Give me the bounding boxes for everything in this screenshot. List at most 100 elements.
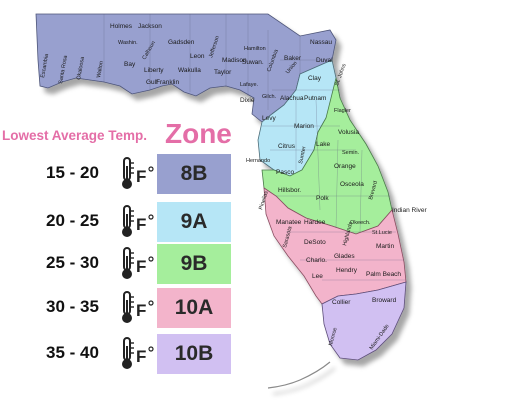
- county-label: Hardee: [304, 219, 326, 226]
- county-label: Holmes: [110, 23, 133, 30]
- thermometer-fahrenheit-icon: F: [118, 290, 158, 326]
- county-borders: [103, 14, 406, 281]
- county-label: Martin: [376, 243, 394, 250]
- county-label: Hillsbor.: [278, 187, 301, 194]
- zone-swatch: 10A: [157, 288, 231, 328]
- county-label: Glades: [334, 253, 355, 260]
- county-label: Volusia: [338, 129, 359, 136]
- legend-row: 15 - 20 F 8B: [0, 154, 240, 194]
- florida-keys: [267, 361, 331, 389]
- legend-header: Lowest Average Temp. Zone: [0, 118, 250, 152]
- county-label: Walton: [96, 61, 105, 79]
- svg-text:F: F: [136, 215, 146, 234]
- zone-label: 10A: [174, 296, 214, 319]
- temperature-range: 20 - 25: [46, 211, 99, 230]
- county-label: Columbia: [266, 48, 280, 73]
- svg-text:F: F: [136, 167, 146, 186]
- zone-swatch: 10B: [157, 334, 231, 374]
- zone-label: 9A: [180, 210, 208, 233]
- county-label: Wakulla: [178, 67, 201, 74]
- legend-row: 30 - 35 F 10A: [0, 288, 240, 328]
- thermometer-fahrenheit-icon: F: [118, 246, 158, 282]
- legend-row: 35 - 40 F 10B: [0, 334, 240, 374]
- county-label: Hendry: [336, 267, 358, 274]
- county-label: Hernando: [246, 158, 270, 164]
- county-label: Gadsden: [168, 39, 195, 46]
- county-label: Jefferson: [208, 35, 221, 58]
- county-label: Liberty: [144, 67, 164, 74]
- zone-label: 10B: [174, 342, 214, 365]
- county-label: Broward: [372, 297, 397, 304]
- county-label: Santa Rosa: [58, 54, 69, 84]
- svg-text:F: F: [136, 347, 146, 366]
- county-label: Escambia: [40, 53, 50, 79]
- county-label: Brevard: [368, 180, 379, 200]
- svg-text:F: F: [136, 301, 146, 320]
- county-label: Putnam: [304, 95, 326, 102]
- legend-subtitle: Lowest Average Temp.: [2, 128, 148, 143]
- county-label: Lafaye.: [240, 82, 259, 88]
- county-label: Osceola: [340, 181, 364, 188]
- county-label: Indian River: [392, 207, 428, 214]
- county-label: Pinellas: [258, 190, 270, 210]
- county-label: Semin.: [342, 150, 360, 156]
- county-label: Madison: [222, 57, 247, 64]
- county-label: Baker: [284, 55, 302, 62]
- county-label: Clay: [308, 75, 322, 82]
- thermometer-fahrenheit-icon: F: [118, 204, 158, 240]
- county-label: Polk: [316, 195, 329, 202]
- county-label: Hamilton: [244, 46, 266, 52]
- county-label: Jackson: [138, 23, 162, 30]
- legend-row: 20 - 25 F 9A: [0, 202, 240, 242]
- thermometer-fahrenheit-icon: F: [118, 336, 158, 372]
- county-label: Dixie: [240, 97, 255, 104]
- county-label: Marion: [294, 123, 314, 130]
- county-label: Suwan.: [242, 59, 264, 66]
- svg-text:F: F: [136, 257, 146, 276]
- county-label: DeSoto: [304, 239, 326, 246]
- county-label: Collier: [332, 299, 351, 306]
- county-label: Charlo.: [306, 257, 327, 264]
- county-label: Lee: [312, 273, 323, 280]
- county-label: Sumter: [298, 146, 308, 165]
- zone-swatch: 8B: [157, 154, 231, 194]
- zone-swatch: 9A: [157, 202, 231, 242]
- county-label: Alachua: [280, 95, 304, 102]
- county-label: Monroe: [328, 327, 339, 347]
- county-label: Franklin: [156, 79, 180, 86]
- county-label: St.Lucie: [372, 230, 392, 236]
- temperature-range: 25 - 30: [46, 253, 99, 272]
- county-label: Okaloosa: [76, 55, 86, 80]
- temperature-range: 35 - 40: [46, 343, 99, 362]
- zone-label: 8B: [180, 162, 208, 185]
- legend-row: 25 - 30 F 9B: [0, 244, 240, 284]
- county-label: Calhoun: [142, 40, 157, 61]
- county-label: Duval: [316, 57, 333, 64]
- zone-label: 9B: [180, 252, 208, 275]
- county-label: Sarasota: [282, 225, 294, 249]
- county-label: Palm Beach: [366, 271, 401, 278]
- county-label: Okeech.: [350, 220, 371, 226]
- temperature-range: 15 - 20: [46, 163, 99, 182]
- county-label: Pasco: [276, 169, 294, 176]
- county-label: Lake: [316, 141, 330, 148]
- county-label: Orange: [334, 163, 356, 170]
- county-label: Levy: [262, 115, 276, 122]
- county-label: St. Johns: [334, 63, 348, 87]
- zone-10b-region: [321, 281, 407, 361]
- county-label: Bay: [124, 61, 136, 68]
- zone-swatch: 9B: [157, 244, 231, 284]
- county-label: Gulf: [146, 79, 158, 86]
- county-label: Washin.: [118, 40, 138, 46]
- county-label: Gilch.: [262, 94, 277, 100]
- legend-title: Zone: [165, 118, 232, 149]
- county-label: Taylor: [214, 69, 232, 76]
- county-label: Union: [285, 60, 299, 75]
- county-label: Nassau: [310, 39, 332, 46]
- county-label: Flagler: [334, 108, 351, 114]
- thermometer-fahrenheit-icon: F: [118, 156, 158, 192]
- county-label: Leon: [190, 53, 205, 60]
- county-label: Manatee: [276, 219, 302, 226]
